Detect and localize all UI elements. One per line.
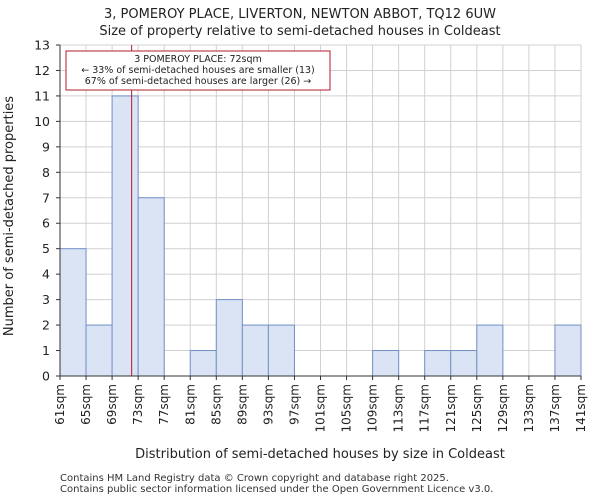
bar (267, 324, 295, 377)
annotation-box (65, 50, 331, 91)
y-tick-label: 1 (42, 343, 50, 358)
x-tick-label: 73sqm (131, 384, 145, 425)
bar (241, 324, 269, 377)
bar (424, 350, 452, 377)
y-tick-label: 0 (42, 369, 50, 384)
y-tick-label: 6 (42, 216, 50, 231)
bar (59, 248, 87, 377)
y-tick-label: 8 (42, 165, 50, 180)
x-tick-label: 81sqm (183, 384, 197, 425)
footer-copyright: Contains HM Land Registry data © Crown c… (60, 473, 449, 484)
y-tick-label: 12 (34, 63, 50, 78)
y-tick-label: 10 (34, 114, 50, 129)
y-tick-label: 3 (42, 292, 50, 307)
x-tick-label: 65sqm (79, 384, 93, 425)
x-tick-labels: 61sqm 65sqm 69sqm 73sqm 77sqm 81sqm 85sqm 89sqm… (53, 376, 588, 432)
bar (111, 95, 139, 377)
x-tick-label: 125sqm (470, 384, 484, 432)
y-tick-label: 7 (42, 190, 50, 205)
x-tick-label: 105sqm (340, 384, 354, 432)
x-tick-label: 109sqm (366, 384, 380, 432)
bar (372, 350, 400, 377)
chart-subtitle: Size of property relative to semi-detach… (99, 24, 500, 39)
x-tick-label: 93sqm (261, 384, 275, 425)
bar (476, 324, 504, 377)
annotation-line-3: 67% of semi-detached houses are larger (… (85, 76, 312, 87)
x-tick-label: 121sqm (444, 384, 458, 432)
bar (189, 350, 217, 377)
x-tick-label: 89sqm (235, 384, 249, 425)
x-tick-label: 61sqm (53, 384, 67, 425)
y-tick-label: 2 (42, 318, 50, 333)
x-tick-label: 97sqm (287, 384, 301, 425)
annotation-line-1: 3 POMEROY PLACE: 72sqm (134, 54, 262, 65)
bars-group (59, 95, 582, 377)
bar (137, 197, 165, 377)
x-axis-label: Distribution of semi-detached houses by … (135, 447, 505, 462)
footer-licence: Contains public sector information licen… (60, 484, 494, 495)
bar (450, 350, 478, 377)
x-tick-label: 69sqm (105, 384, 119, 425)
bar (85, 324, 113, 377)
y-tick-label: 5 (42, 241, 50, 256)
y-tick-label: 9 (42, 139, 50, 154)
x-tick-label: 101sqm (314, 384, 328, 432)
y-tick-label: 4 (42, 267, 50, 282)
chart-title: 3, POMEROY PLACE, LIVERTON, NEWTON ABBOT… (104, 7, 496, 22)
x-tick-label: 133sqm (522, 384, 536, 432)
x-tick-label: 77sqm (157, 384, 171, 425)
y-axis-label: Number of semi-detached properties (2, 96, 17, 336)
x-tick-label: 129sqm (496, 384, 510, 432)
annotation-line-2: ← 33% of semi-detached houses are smalle… (81, 65, 315, 76)
x-tick-label: 117sqm (418, 384, 432, 432)
x-tick-label: 85sqm (209, 384, 223, 425)
x-tick-label: 113sqm (392, 384, 406, 432)
x-tick-label: 137sqm (548, 384, 562, 432)
y-tick-label: 11 (34, 88, 50, 103)
y-tick-label: 13 (34, 38, 50, 53)
bar (554, 324, 582, 377)
x-tick-label: 141sqm (574, 384, 588, 432)
bar (215, 299, 243, 377)
